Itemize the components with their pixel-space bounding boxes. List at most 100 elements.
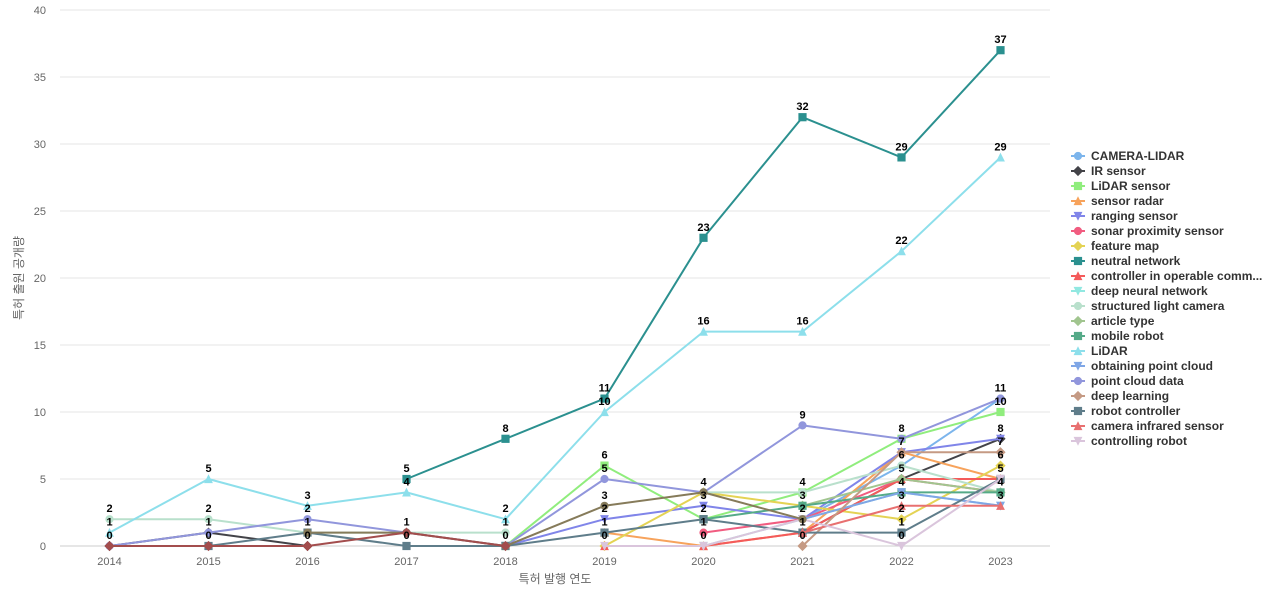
x-tick-label: 2020: [691, 556, 715, 568]
legend-item[interactable]: article type: [1071, 314, 1155, 328]
data-label: 1: [700, 517, 706, 529]
y-tick-label: 20: [34, 273, 46, 285]
data-point: [798, 527, 807, 537]
data-point: [402, 541, 411, 551]
legend-item[interactable]: feature map: [1071, 239, 1159, 253]
legend-item[interactable]: point cloud data: [1071, 374, 1184, 388]
legend-item[interactable]: mobile robot: [1071, 329, 1164, 343]
data-point: [204, 528, 213, 537]
legend-item[interactable]: sensor radar: [1071, 194, 1164, 208]
legend-marker: [1073, 226, 1083, 236]
legend-item[interactable]: controlling robot: [1071, 434, 1187, 448]
data-label: 1: [898, 517, 904, 529]
data-point: [501, 434, 510, 443]
data-point: [699, 326, 708, 336]
series-line: [109, 464, 1001, 534]
legend-marker: [1073, 151, 1083, 161]
legend-item[interactable]: neutral network: [1071, 254, 1181, 268]
data-label: 5: [403, 463, 409, 475]
legend-item[interactable]: structured light camera: [1071, 299, 1225, 313]
series-line: [307, 491, 803, 547]
legend-marker: [1073, 196, 1083, 206]
legend-item[interactable]: deep learning: [1071, 389, 1169, 403]
x-tick-label: 2014: [97, 556, 121, 568]
data-label: 29: [994, 141, 1006, 153]
data-point: [996, 501, 1005, 510]
data-label: 0: [403, 530, 409, 542]
data-label: 1: [799, 517, 805, 529]
data-label: 10: [598, 396, 610, 408]
legend-label: sensor radar: [1091, 194, 1164, 208]
data-label: 0: [205, 530, 211, 542]
data-label: 9: [799, 409, 805, 421]
series-line: [406, 49, 1002, 480]
legend-item[interactable]: LiDAR: [1071, 344, 1128, 358]
data-point: [897, 153, 906, 162]
data-label: 2: [700, 503, 706, 515]
legend-marker: [1073, 301, 1083, 311]
data-point: [897, 501, 906, 510]
data-label: 4: [700, 476, 707, 488]
legend-marker: [1072, 165, 1084, 177]
data-label: 4: [997, 476, 1004, 488]
legend-item[interactable]: deep neural network: [1071, 284, 1208, 298]
x-tick-label: 2019: [592, 556, 616, 568]
data-label: 3: [601, 490, 607, 502]
series-line: [109, 156, 1002, 534]
legend-marker: [1073, 181, 1083, 191]
legend-item[interactable]: camera infrared sensor: [1071, 419, 1224, 433]
series-20: [303, 488, 807, 551]
data-label: 6: [601, 450, 607, 462]
data-label: 2: [502, 503, 508, 515]
legend-item[interactable]: robot controller: [1071, 404, 1181, 418]
data-point: [798, 421, 807, 430]
data-label: 1: [403, 517, 409, 529]
data-point: [600, 515, 609, 524]
data-point: [501, 528, 510, 537]
data-point: [600, 461, 609, 470]
legend-item[interactable]: CAMERA-LIDAR: [1071, 149, 1185, 163]
data-label: 3: [304, 490, 310, 502]
data-point: [699, 515, 708, 524]
y-tick-label: 5: [40, 474, 46, 486]
data-point: [996, 46, 1005, 55]
y-axis-title: 특허 출원 공개량: [12, 236, 26, 320]
legend-marker: [1073, 436, 1083, 446]
y-tick-label: 0: [40, 541, 46, 553]
data-label: 10: [994, 396, 1006, 408]
data-label: 0: [700, 530, 706, 542]
data-label: 37: [994, 34, 1006, 46]
data-point: [600, 474, 609, 484]
y-tick-label: 40: [34, 5, 46, 17]
legend-item[interactable]: sonar proximity sensor: [1071, 224, 1224, 238]
series-16: [797, 447, 1006, 552]
legend-item[interactable]: IR sensor: [1071, 164, 1146, 178]
data-point: [303, 528, 312, 537]
legend-item[interactable]: ranging sensor: [1071, 209, 1178, 223]
series-layer: [104, 46, 1006, 552]
data-point: [699, 233, 708, 242]
data-point: [203, 540, 214, 552]
legend-item[interactable]: LiDAR sensor: [1071, 179, 1171, 193]
legend-marker: [1073, 406, 1083, 416]
legend-item[interactable]: controller in operable comm...: [1071, 269, 1262, 283]
x-tick-label: 2023: [988, 556, 1012, 568]
data-label: 5: [997, 463, 1003, 475]
data-point: [896, 447, 907, 458]
data-point: [600, 501, 609, 510]
data-label: 11: [995, 383, 1007, 395]
data-label: 22: [895, 235, 907, 247]
legend-marker: [1073, 376, 1083, 386]
legend-item[interactable]: obtaining point cloud: [1071, 359, 1213, 373]
legend-label: CAMERA-LIDAR: [1091, 149, 1185, 163]
legend-marker: [1073, 256, 1083, 266]
data-label: 3: [997, 490, 1003, 502]
data-label: 23: [697, 222, 709, 234]
data-label: 16: [697, 316, 709, 328]
series-18: [798, 501, 1005, 537]
data-point: [896, 514, 907, 525]
data-label: 1: [502, 517, 508, 529]
x-axis-title: 특허 발행 연도: [519, 571, 592, 586]
data-label: 0: [799, 530, 805, 542]
